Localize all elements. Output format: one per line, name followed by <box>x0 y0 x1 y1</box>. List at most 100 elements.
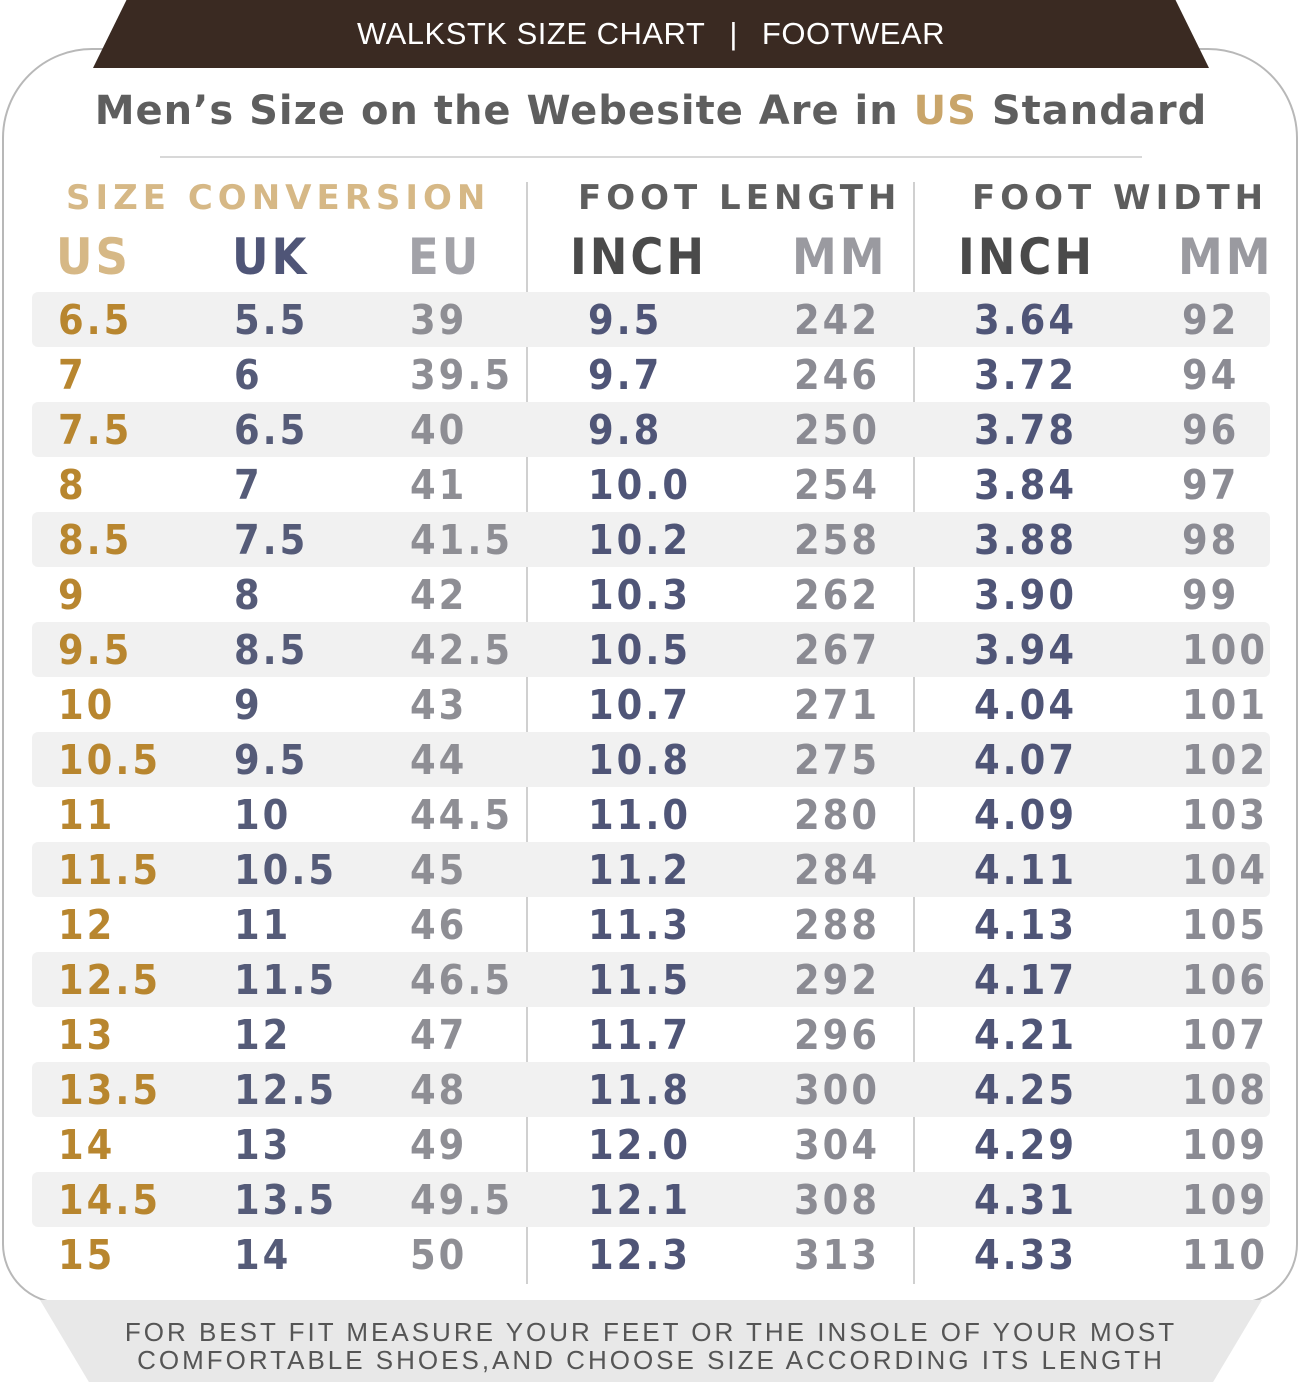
cell-wid-inch: 3.94 <box>974 626 1078 674</box>
cell-len-mm: 242 <box>794 296 880 344</box>
cell-uk: 9 <box>234 681 263 729</box>
cell-wid-inch: 4.31 <box>974 1176 1078 1224</box>
cell-uk: 6.5 <box>234 406 309 454</box>
cell-uk: 14 <box>234 1231 292 1279</box>
table-row: 9.5 8.5 42.5 10.5 267 3.94 100 <box>32 622 1270 677</box>
cell-len-inch: 11.7 <box>588 1011 692 1059</box>
cell-us: 14 <box>58 1121 116 1169</box>
cell-eu: 39 <box>410 296 468 344</box>
cell-eu: 39.5 <box>410 351 514 399</box>
cell-wid-mm: 109 <box>1182 1176 1268 1224</box>
cell-len-inch: 10.3 <box>588 571 692 619</box>
col-header-us: US <box>56 228 131 286</box>
cell-wid-inch: 3.72 <box>974 351 1078 399</box>
cell-uk: 11 <box>234 901 292 949</box>
cell-len-inch: 11.0 <box>588 791 692 839</box>
cell-len-mm: 288 <box>794 901 880 949</box>
table-row: 6.5 5.5 39 9.5 242 3.64 92 <box>32 292 1270 347</box>
table-row: 8.5 7.5 41.5 10.2 258 3.88 98 <box>32 512 1270 567</box>
cell-eu: 42.5 <box>410 626 514 674</box>
cell-uk: 9.5 <box>234 736 309 784</box>
cell-uk: 7 <box>234 461 263 509</box>
cell-us: 7.5 <box>58 406 133 454</box>
header-banner: WALKSTK SIZE CHART | FOOTWEAR <box>93 0 1209 68</box>
cell-len-mm: 262 <box>794 571 880 619</box>
col-header-length-mm: MM <box>792 228 888 286</box>
table-row: 12.5 11.5 46.5 11.5 292 4.17 106 <box>32 952 1270 1007</box>
cell-len-inch: 12.0 <box>588 1121 692 1169</box>
cell-us: 8.5 <box>58 516 133 564</box>
cell-len-mm: 246 <box>794 351 880 399</box>
cell-wid-inch: 4.17 <box>974 956 1078 1004</box>
cell-len-inch: 12.1 <box>588 1176 692 1224</box>
cell-wid-inch: 3.90 <box>974 571 1078 619</box>
table-row: 7.5 6.5 40 9.8 250 3.78 96 <box>32 402 1270 457</box>
cell-len-inch: 12.3 <box>588 1231 692 1279</box>
cell-us: 11.5 <box>58 846 162 894</box>
cell-eu: 49 <box>410 1121 468 1169</box>
table-row: 9 8 42 10.3 262 3.90 99 <box>32 567 1270 622</box>
cell-wid-mm: 104 <box>1182 846 1268 894</box>
cell-uk: 5.5 <box>234 296 309 344</box>
cell-len-mm: 258 <box>794 516 880 564</box>
footer-banner <box>40 1300 1262 1382</box>
col-header-width-inch: INCH <box>958 228 1096 286</box>
cell-uk: 12 <box>234 1011 292 1059</box>
cell-len-mm: 300 <box>794 1066 880 1114</box>
table-row: 8 7 41 10.0 254 3.84 97 <box>32 457 1270 512</box>
cell-uk: 8.5 <box>234 626 309 674</box>
cell-eu: 42 <box>410 571 468 619</box>
cell-len-mm: 296 <box>794 1011 880 1059</box>
cell-eu: 46.5 <box>410 956 514 1004</box>
cell-eu: 46 <box>410 901 468 949</box>
table-row: 11 10 44.5 11.0 280 4.09 103 <box>32 787 1270 842</box>
cell-eu: 40 <box>410 406 468 454</box>
cell-len-mm: 275 <box>794 736 880 784</box>
table-row: 10 9 43 10.7 271 4.04 101 <box>32 677 1270 732</box>
cell-us: 9 <box>58 571 87 619</box>
cell-len-mm: 308 <box>794 1176 880 1224</box>
cell-wid-inch: 4.11 <box>974 846 1078 894</box>
cell-len-mm: 271 <box>794 681 880 729</box>
cell-len-inch: 9.5 <box>588 296 663 344</box>
header-brand: WALKSTK SIZE CHART <box>356 16 706 51</box>
cell-len-inch: 10.8 <box>588 736 692 784</box>
cell-us: 11 <box>58 791 116 839</box>
cell-us: 10.5 <box>58 736 162 784</box>
cell-eu: 43 <box>410 681 468 729</box>
cell-len-inch: 11.8 <box>588 1066 692 1114</box>
cell-wid-mm: 92 <box>1182 296 1240 344</box>
cell-us: 10 <box>58 681 116 729</box>
cell-eu: 44 <box>410 736 468 784</box>
subtitle-after: Standard <box>976 88 1208 134</box>
col-header-eu: EU <box>408 228 482 286</box>
table-row: 14 13 49 12.0 304 4.29 109 <box>32 1117 1270 1172</box>
cell-us: 13 <box>58 1011 116 1059</box>
cell-len-inch: 9.8 <box>588 406 663 454</box>
cell-eu: 50 <box>410 1231 468 1279</box>
cell-wid-mm: 96 <box>1182 406 1240 454</box>
table-row: 14.5 13.5 49.5 12.1 308 4.31 109 <box>32 1172 1270 1227</box>
cell-uk: 8 <box>234 571 263 619</box>
cell-len-mm: 267 <box>794 626 880 674</box>
table-row: 7 6 39.5 9.7 246 3.72 94 <box>32 347 1270 402</box>
cell-wid-mm: 108 <box>1182 1066 1268 1114</box>
cell-uk: 10.5 <box>234 846 338 894</box>
cell-wid-inch: 4.04 <box>974 681 1078 729</box>
cell-us: 7 <box>58 351 87 399</box>
cell-len-inch: 11.5 <box>588 956 692 1004</box>
cell-wid-mm: 101 <box>1182 681 1268 729</box>
cell-len-inch: 10.0 <box>588 461 692 509</box>
cell-eu: 49.5 <box>410 1176 514 1224</box>
cell-eu: 45 <box>410 846 468 894</box>
header-title: WALKSTK SIZE CHART | FOOTWEAR <box>93 0 1209 68</box>
cell-len-inch: 10.5 <box>588 626 692 674</box>
cell-uk: 13.5 <box>234 1176 338 1224</box>
cell-len-inch: 10.2 <box>588 516 692 564</box>
cell-wid-mm: 110 <box>1182 1231 1268 1279</box>
cell-wid-inch: 3.64 <box>974 296 1078 344</box>
cell-uk: 13 <box>234 1121 292 1169</box>
cell-wid-inch: 3.78 <box>974 406 1078 454</box>
cell-us: 9.5 <box>58 626 133 674</box>
subtitle-before: Men’s Size on the Webesite Are in <box>94 88 914 134</box>
